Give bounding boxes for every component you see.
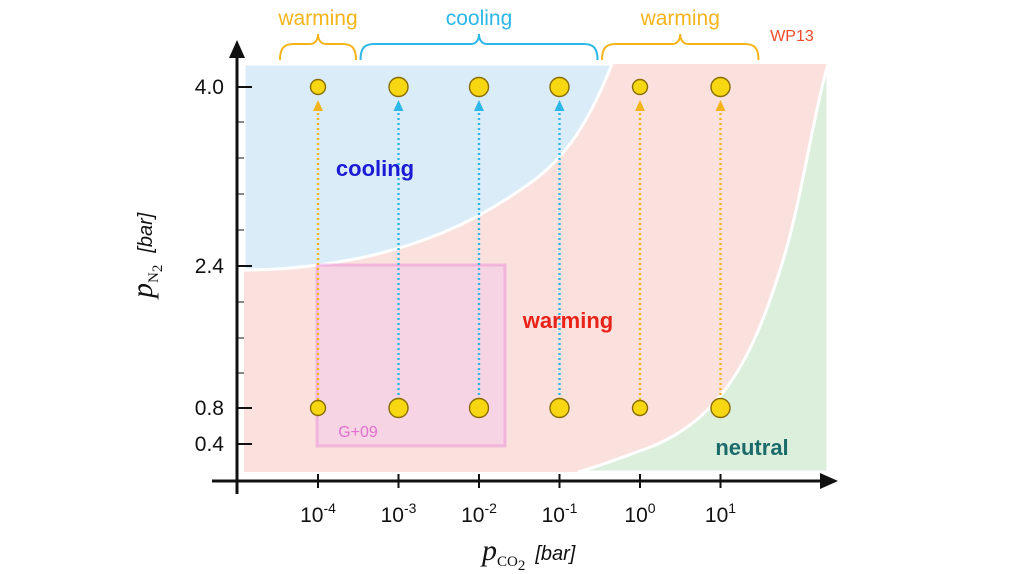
top-brace-2 — [601, 33, 760, 61]
region-label-neutral: neutral — [715, 435, 788, 460]
arrow-head-3 — [554, 100, 565, 111]
data-point-8 — [631, 399, 649, 417]
y-tick-label-2: 2.4 — [195, 255, 225, 278]
data-point-6 — [549, 397, 570, 419]
data-point-5 — [468, 76, 490, 98]
x-tick-label-2: 10-2 — [461, 500, 497, 527]
cooling-region — [242, 62, 615, 272]
y-tick-label-0: 0.4 — [195, 433, 225, 456]
top-brace-0 — [279, 33, 357, 61]
arrow-head-5 — [715, 100, 726, 111]
annotation-g09: G+09 — [338, 424, 378, 441]
x-tick-label-0: 10-4 — [300, 500, 336, 527]
x-tick-label-4: 100 — [624, 500, 655, 527]
y-tick-label-3: 4.0 — [195, 76, 224, 99]
neutral-region — [577, 63, 830, 474]
region-label-cooling: cooling — [336, 156, 414, 181]
data-point-1 — [309, 78, 327, 96]
y-axis-arrowhead — [229, 40, 245, 58]
top-brace-1 — [359, 33, 599, 61]
x-tick-label-1: 10-3 — [381, 500, 417, 527]
g09-box — [315, 263, 507, 448]
arrow-head-0 — [313, 100, 323, 111]
data-point-2 — [388, 397, 409, 419]
data-point-7 — [549, 76, 570, 98]
data-point-11 — [710, 76, 731, 98]
arrow-head-2 — [474, 100, 484, 111]
data-point-9 — [631, 78, 649, 96]
data-point-3 — [388, 76, 409, 98]
data-point-4 — [468, 397, 490, 419]
x-axis-arrowhead — [820, 473, 838, 489]
x-axis-title: pCO2[bar] — [480, 534, 576, 574]
arrow-head-4 — [635, 100, 645, 111]
y-axis-title: pN2[bar] — [126, 212, 166, 300]
data-point-10 — [710, 397, 731, 419]
x-tick-label-5: 101 — [705, 500, 736, 527]
data-point-0 — [309, 399, 327, 417]
region-label-warming: warming — [522, 308, 613, 333]
top-label-2: warming — [640, 7, 720, 30]
annotation-wp13: WP13 — [770, 28, 814, 45]
x-tick-label-3: 10-1 — [542, 500, 578, 527]
top-label-1: cooling — [446, 7, 513, 30]
y-tick-label-1: 0.8 — [195, 397, 224, 420]
arrow-head-1 — [393, 100, 404, 111]
top-label-0: warming — [277, 7, 357, 30]
